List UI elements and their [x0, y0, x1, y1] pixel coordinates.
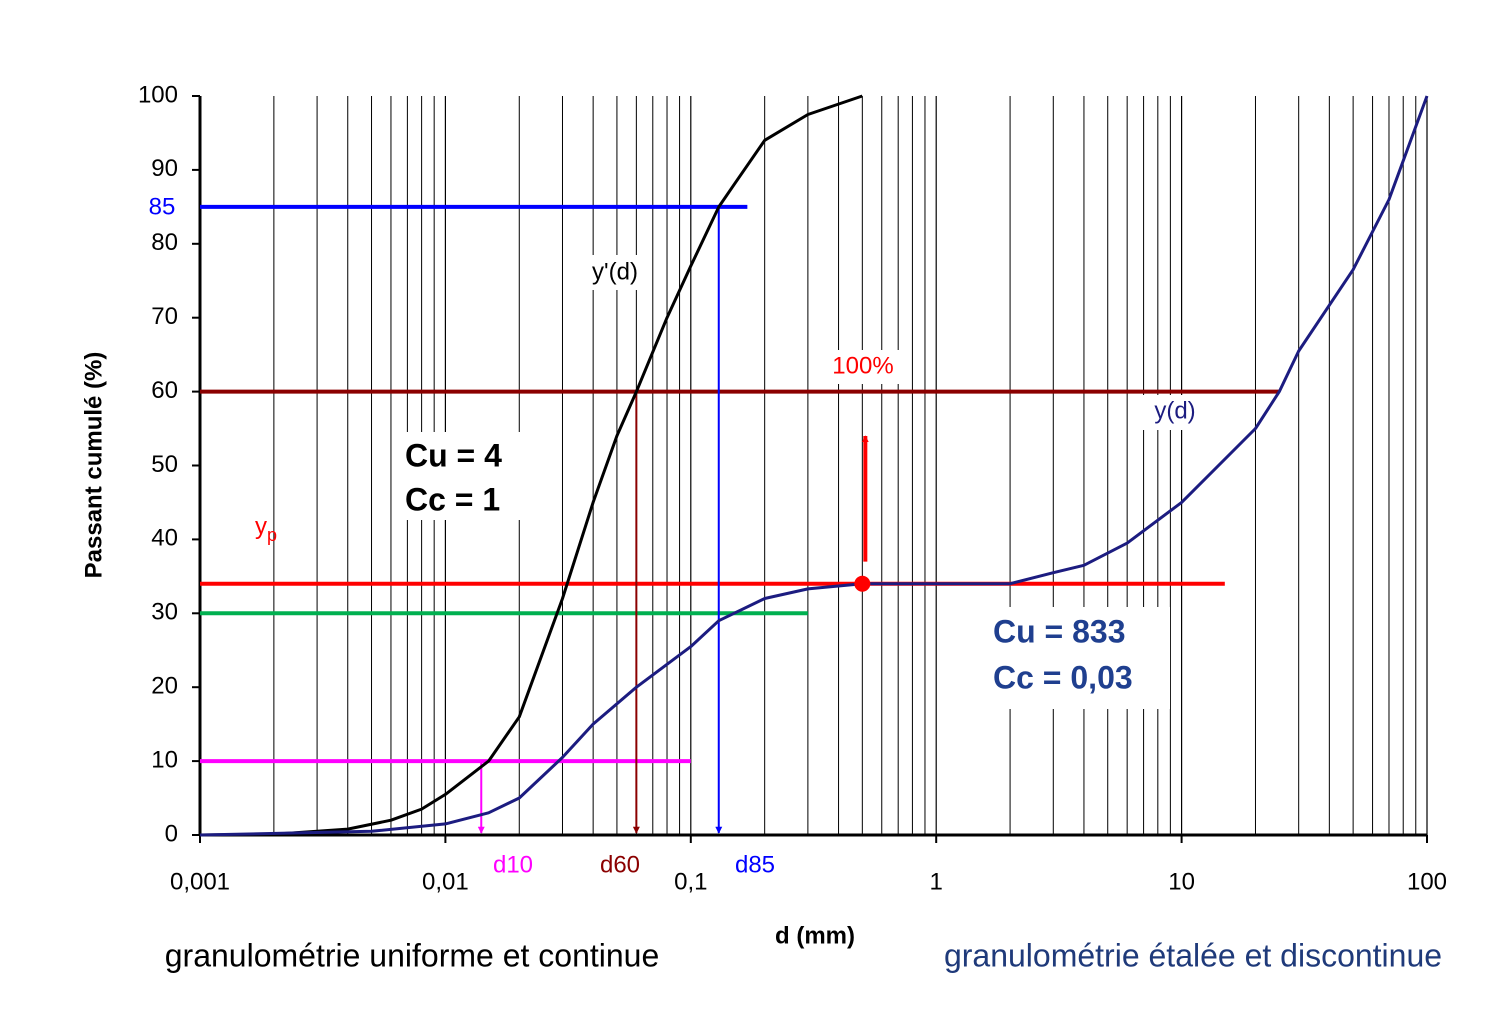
- annotation: Cu = 833: [993, 613, 1126, 649]
- y-tick-label: 0: [165, 820, 178, 847]
- label-bg: [820, 350, 910, 384]
- x-tick-label: 100: [1407, 868, 1447, 895]
- y-tick-label: 80: [151, 229, 178, 256]
- y-axis-label: Passant cumulé (%): [80, 352, 107, 579]
- x-axis-label: d (mm): [775, 922, 855, 949]
- reference-label: 85: [149, 193, 176, 220]
- y-tick-label: 10: [151, 746, 178, 773]
- annotation: p: [267, 525, 277, 545]
- label-bg: [985, 607, 1170, 709]
- label-bg: [395, 432, 523, 520]
- y-tick-label: 30: [151, 599, 178, 626]
- annotation: Cc = 0,03: [993, 659, 1133, 695]
- annotation: 100%: [832, 352, 893, 379]
- x-tick-label: 0,001: [170, 868, 230, 895]
- caption: granulométrie étalée et discontinue: [944, 937, 1442, 973]
- y-tick-label: 60: [151, 377, 178, 404]
- caption: granulométrie uniforme et continue: [165, 937, 660, 973]
- annotation: Cc = 1: [405, 481, 500, 517]
- x-tick-label: 1: [930, 868, 943, 895]
- marker-label: d85: [735, 851, 775, 878]
- point: [854, 575, 871, 592]
- y-tick-label: 50: [151, 451, 178, 478]
- series-label: y(d): [1154, 397, 1195, 424]
- x-tick-label: 0,1: [674, 868, 707, 895]
- marker-label: d10: [493, 851, 533, 878]
- plot: [199, 94, 1429, 837]
- y-tick-label: 20: [151, 673, 178, 700]
- annotation: y: [255, 513, 267, 540]
- label-bg: [1138, 395, 1210, 430]
- y-tick-label: 100: [138, 81, 178, 108]
- y-tick-label: 90: [151, 155, 178, 182]
- marker-label: d60: [600, 851, 640, 878]
- x-tick-label: 10: [1168, 868, 1195, 895]
- y-tick-label: 40: [151, 525, 178, 552]
- series-line: [199, 94, 863, 837]
- annotation: yp: [255, 513, 277, 544]
- series-label: y'(d): [592, 258, 638, 285]
- label-bg: [583, 255, 649, 290]
- annotation: Cu = 4: [405, 437, 502, 473]
- y-tick-label: 70: [151, 303, 178, 330]
- x-tick-label: 0,01: [422, 868, 469, 895]
